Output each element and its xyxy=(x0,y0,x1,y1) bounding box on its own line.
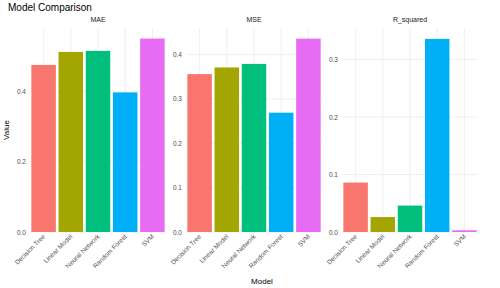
x-tick-label: SVM xyxy=(140,233,155,248)
chart-title: Model Comparison xyxy=(8,2,92,13)
grid-line-x xyxy=(410,28,411,232)
x-tick-label: Decision Tree xyxy=(13,232,46,265)
bar xyxy=(86,51,110,232)
bar xyxy=(269,113,293,232)
y-tick-label: 0.1 xyxy=(329,171,338,178)
chart: Model Comparison Model Value MAE 0.0 0.2 0.4 De… xyxy=(0,0,500,288)
grid-line-x xyxy=(464,28,465,232)
grid-line-x xyxy=(382,28,383,232)
y-tick-label: 0.0 xyxy=(329,229,338,236)
panel: MAE0.00.20.4Decision TreeLinear ModelNeu… xyxy=(13,16,166,269)
x-tick-label: Random Forest xyxy=(247,233,284,270)
bar xyxy=(371,217,395,232)
bar xyxy=(296,39,320,232)
bar xyxy=(31,65,55,232)
bar xyxy=(398,206,422,232)
panel-title: MSE xyxy=(246,16,262,23)
y-tick-label: 0.2 xyxy=(17,158,26,165)
background xyxy=(0,0,500,288)
bar xyxy=(140,39,164,232)
y-tick-label: 0.3 xyxy=(329,56,338,63)
bar xyxy=(242,64,266,232)
y-tick-label: 0.4 xyxy=(173,51,182,58)
panel-title: R_squared xyxy=(393,16,427,24)
panel-title: MAE xyxy=(90,16,106,23)
y-tick-label: 0.0 xyxy=(17,229,26,236)
bar xyxy=(113,92,137,232)
bar xyxy=(343,183,367,232)
panel: R_squared0.00.10.20.3Decision TreeLinear… xyxy=(325,16,478,269)
y-tick-label: 0.2 xyxy=(329,114,338,121)
panel: MSE0.00.10.20.30.4Decision TreeLinear Mo… xyxy=(169,16,322,269)
bar xyxy=(425,39,449,232)
x-tick-label: Random Forest xyxy=(403,233,440,270)
bar xyxy=(215,67,239,232)
bar xyxy=(187,74,211,232)
x-axis-label: Model xyxy=(251,277,273,286)
x-tick-label: SVM xyxy=(452,233,467,248)
y-tick-label: 0.3 xyxy=(173,95,182,102)
y-tick-label: 0.1 xyxy=(173,184,182,191)
bar xyxy=(59,52,83,232)
x-tick-label: Random Forest xyxy=(91,233,128,270)
bars xyxy=(187,39,320,232)
x-tick-label: Decision Tree xyxy=(169,232,202,265)
bars xyxy=(343,39,476,232)
bars xyxy=(31,39,164,232)
x-tick-label: Decision Tree xyxy=(325,232,358,265)
y-axis-label: Value xyxy=(2,120,11,140)
bar xyxy=(452,230,476,232)
y-tick-label: 0.4 xyxy=(17,88,26,95)
x-tick-label: SVM xyxy=(296,233,311,248)
y-tick-label: 0.2 xyxy=(173,140,182,147)
y-tick-label: 0.0 xyxy=(173,229,182,236)
